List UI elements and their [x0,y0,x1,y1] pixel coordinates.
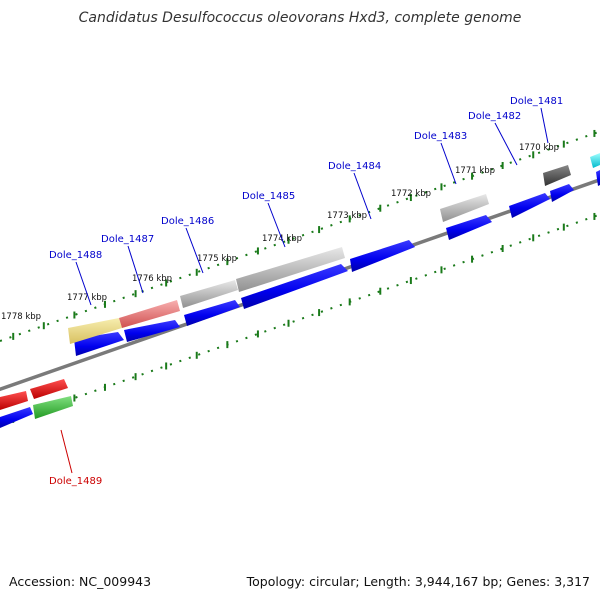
red-feature-block[interactable] [0,391,28,410]
dark-gray-feature-block[interactable] [543,165,571,186]
gray-feature-block[interactable] [180,280,238,308]
yellow-feature-block[interactable] [68,318,122,344]
gene-leader-line [127,245,144,294]
genome-summary-text: Topology: circular; Length: 3,944,167 bp… [246,574,590,589]
gene-label[interactable]: Dole_1487 [101,234,154,245]
gene-leader-line [353,172,372,220]
red-feature-block[interactable] [30,379,68,399]
reverse-scale-track [0,212,600,425]
gene-leader-line [267,202,286,248]
gene-label[interactable]: Dole_1484 [328,161,381,172]
cds-feature[interactable] [550,184,574,202]
gene-leader-line [75,261,92,306]
cds-feature[interactable] [350,240,415,272]
accession-text: Accession: NC_009943 [9,574,151,589]
gene-label[interactable]: Dole_1483 [414,131,467,142]
scale-label: 1776 kbp [132,274,172,284]
gene-label[interactable]: Dole_1489 [49,476,102,487]
gene-leader-line [185,227,204,274]
gene-leader-line [440,142,457,185]
gray-feature-block[interactable] [440,194,489,222]
green-feature-block[interactable] [33,396,73,419]
gene-label[interactable]: Dole_1486 [161,216,214,227]
map-title: Candidatus Desulfococcus oleovorans Hxd3… [79,10,522,26]
gene-label[interactable]: Dole_1481 [510,96,563,107]
cds-feature[interactable] [241,264,348,309]
forward-cds-track [74,170,600,356]
annotation-block-track [68,153,600,344]
cds-feature[interactable] [184,300,240,326]
gray-feature-block[interactable] [236,247,345,292]
gene-leader-line [60,429,73,474]
scale-label: 1777 kbp [67,293,107,303]
salmon-feature-block[interactable] [119,300,180,328]
cds-feature[interactable] [124,320,180,342]
scale-label: 1778 kbp [1,312,41,322]
cds-feature[interactable] [446,215,492,240]
cds-feature[interactable] [0,407,33,428]
scale-label: 1775 kbp [197,254,237,264]
cds-feature[interactable] [509,193,550,218]
scale-label: 1773 kbp [327,211,367,221]
scale-label: 1772 kbp [391,189,431,199]
gene-leader-line [540,107,549,144]
scale-label: 1770 kbp [519,143,559,153]
cyan-feature-block[interactable] [590,153,600,168]
gene-label[interactable]: Dole_1485 [242,191,295,202]
forward-scale-track [0,129,600,342]
gene-label[interactable]: Dole_1488 [49,250,102,261]
scale-dotted-line [0,213,600,425]
gene-leader-line [494,122,518,166]
gene-label[interactable]: Dole_1482 [468,111,521,122]
scale-label: 1771 kbp [455,166,495,176]
cds-feature[interactable] [596,170,600,186]
reverse-feature-track [0,379,73,428]
